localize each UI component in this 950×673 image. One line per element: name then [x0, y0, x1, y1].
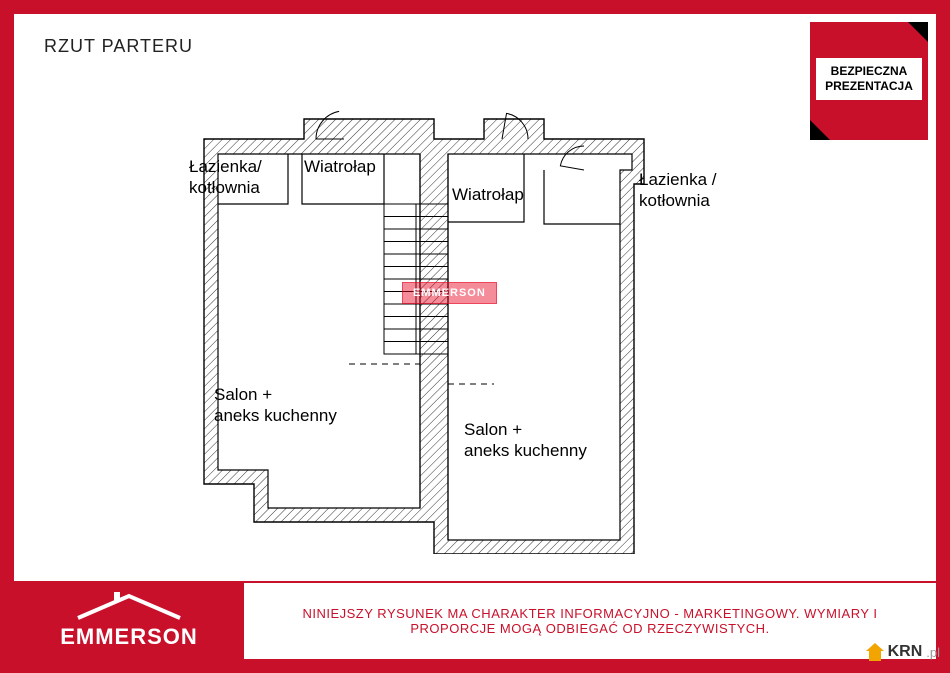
room-label: Łazienka /kotłownia	[639, 169, 717, 212]
house-roof-icon	[74, 592, 184, 622]
center-watermark: EMMERSON	[402, 282, 497, 304]
logo-text: EMMERSON	[60, 624, 198, 650]
corner-watermark-brand: KRN	[888, 643, 923, 661]
room-label: Łazienka/kotłownia	[189, 156, 262, 199]
room-label: Wiatrołap	[304, 156, 376, 177]
badge-corner-tr	[908, 22, 928, 42]
logo-block: EMMERSON	[14, 583, 244, 659]
safety-badge: BEZPIECZNA PREZENTACJA	[810, 22, 928, 140]
room-label: Wiatrołap	[452, 184, 524, 205]
corner-watermark-suffix: .pl	[926, 645, 940, 660]
room-label: Salon +aneks kuchenny	[214, 384, 337, 427]
page-title: RZUT PARTERU	[44, 36, 193, 57]
center-watermark-text: EMMERSON	[413, 287, 486, 299]
floorplan: EMMERSON Łazienka/kotłownia Wiatrołap Wiat…	[184, 84, 784, 554]
badge-text: BEZPIECZNA PREZENTACJA	[816, 58, 922, 100]
floorplan-svg	[184, 84, 784, 554]
badge-corner-bl	[810, 120, 830, 140]
corner-watermark: KRN.pl	[866, 643, 940, 661]
house-icon	[866, 643, 884, 661]
disclaimer-text: NINIEJSZY RYSUNEK MA CHARAKTER INFORMACY…	[244, 583, 936, 659]
footer-bar: EMMERSON NINIEJSZY RYSUNEK MA CHARAKTER …	[14, 581, 936, 659]
badge-line1: BEZPIECZNA	[831, 64, 908, 78]
badge-line2: PREZENTACJA	[825, 79, 913, 93]
page-frame: RZUT PARTERU BEZPIECZNA PREZENTACJA	[0, 0, 950, 673]
room-label: Salon +aneks kuchenny	[464, 419, 587, 462]
